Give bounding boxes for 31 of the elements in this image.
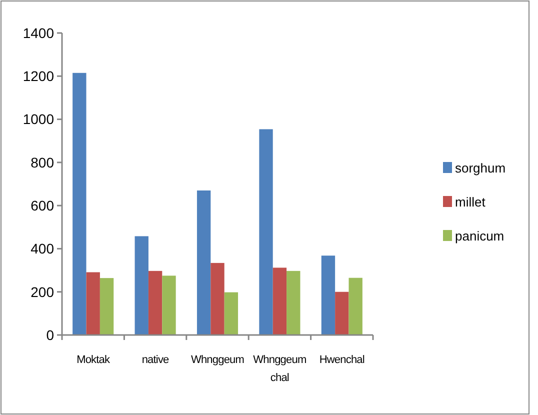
y-tick-label: 400 [30, 240, 54, 257]
y-tick-label: 200 [30, 284, 54, 300]
bar [134, 236, 148, 335]
bar [148, 270, 162, 335]
y-tick-label: 1400 [22, 24, 54, 41]
bar [321, 256, 336, 335]
bar [224, 292, 238, 335]
bar [72, 72, 86, 335]
x-tick-label: Moktak [76, 354, 111, 366]
bar [210, 262, 224, 335]
bar [162, 276, 176, 335]
bar [196, 190, 211, 335]
bar [335, 292, 349, 335]
y-tick-label: 800 [30, 154, 54, 170]
bar [348, 278, 362, 335]
bar [286, 270, 300, 335]
bar [272, 268, 287, 335]
y-tick-label: 1000 [22, 111, 54, 128]
x-tick-label: native [142, 354, 170, 366]
y-tick-label: 1200 [22, 68, 54, 84]
legend-label: sorghum [455, 160, 506, 176]
legend-label: millet [455, 194, 486, 210]
y-tick-label: 600 [30, 197, 54, 214]
bar [86, 272, 100, 335]
y-tick-label: 0 [46, 326, 54, 343]
x-tick-label: Hwenchal [319, 354, 364, 366]
x-tick-label: Whnggeum chal [253, 354, 306, 384]
bar [100, 278, 114, 335]
bar [259, 129, 273, 335]
x-tick-label: Whnggeum [190, 354, 244, 366]
legend-label: panicum [455, 228, 504, 244]
